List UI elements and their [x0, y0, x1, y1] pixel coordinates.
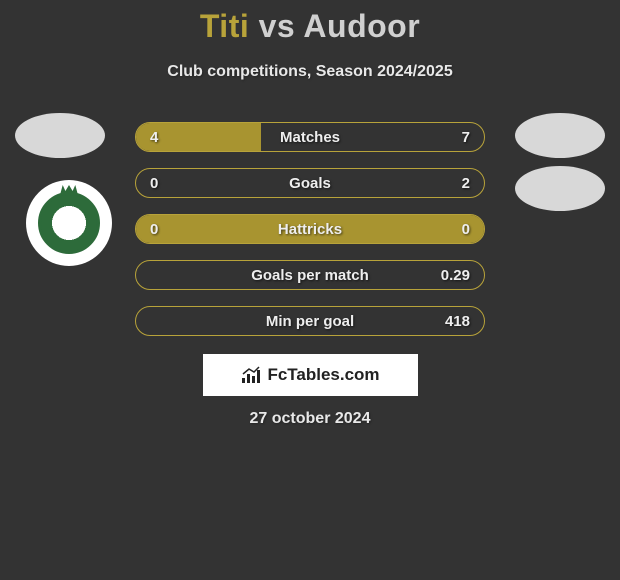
stat-row: 0Hattricks0	[135, 214, 485, 244]
stat-row: Min per goal418	[135, 306, 485, 336]
player1-name: Titi	[200, 8, 249, 44]
stat-label: Min per goal	[136, 307, 484, 336]
stat-row: 0Goals2	[135, 168, 485, 198]
stat-label: Hattricks	[136, 215, 484, 244]
stat-right-value: 0.29	[441, 261, 470, 290]
player2-club-placeholder	[515, 166, 605, 211]
stat-right-value: 0	[462, 215, 470, 244]
date-text: 27 october 2024	[0, 410, 620, 428]
stat-row: Goals per match0.29	[135, 260, 485, 290]
brand-box: FcTables.com	[203, 354, 418, 396]
player2-avatar-placeholder	[515, 113, 605, 158]
stat-right-value: 7	[462, 123, 470, 152]
stat-right-value: 418	[445, 307, 470, 336]
stat-label: Goals	[136, 169, 484, 198]
stat-row: 4Matches7	[135, 122, 485, 152]
brand-chart-icon	[241, 366, 263, 384]
vs-text: vs	[259, 8, 296, 44]
stat-right-value: 2	[462, 169, 470, 198]
player2-name: Audoor	[303, 8, 420, 44]
stat-label: Matches	[136, 123, 484, 152]
page-title: Titi vs Audoor	[0, 0, 620, 45]
brand-text: FcTables.com	[267, 365, 379, 385]
club-badge-inner	[38, 192, 100, 254]
player1-club-badge	[26, 180, 112, 266]
player1-avatar-placeholder	[15, 113, 105, 158]
subtitle: Club competitions, Season 2024/2025	[0, 63, 620, 81]
stat-label: Goals per match	[136, 261, 484, 290]
stats-container: 4Matches70Goals20Hattricks0Goals per mat…	[135, 122, 485, 352]
club-crown-icon	[60, 185, 78, 195]
